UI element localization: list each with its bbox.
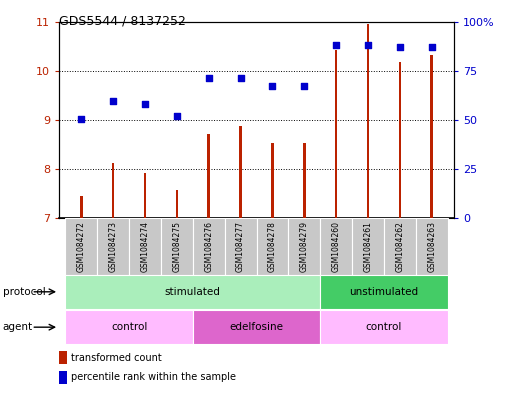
Text: GDS5544 / 8137252: GDS5544 / 8137252 <box>59 15 186 28</box>
Text: GSM1084261: GSM1084261 <box>364 221 372 272</box>
Bar <box>97 218 129 275</box>
Text: unstimulated: unstimulated <box>349 287 419 297</box>
Point <box>364 42 372 48</box>
Bar <box>65 218 97 275</box>
Bar <box>193 218 225 275</box>
Text: protocol: protocol <box>3 287 45 297</box>
Text: GSM1084272: GSM1084272 <box>77 221 86 272</box>
Text: GSM1084275: GSM1084275 <box>172 221 182 272</box>
Bar <box>161 218 193 275</box>
Bar <box>59 371 67 384</box>
Bar <box>352 218 384 275</box>
Bar <box>416 218 448 275</box>
Text: GSM1084276: GSM1084276 <box>204 221 213 272</box>
Text: GSM1084279: GSM1084279 <box>300 221 309 272</box>
Bar <box>112 163 114 218</box>
Point <box>428 44 436 50</box>
Point <box>141 101 149 107</box>
Bar <box>239 126 242 218</box>
Text: transformed count: transformed count <box>71 353 162 362</box>
Text: stimulated: stimulated <box>165 287 221 297</box>
Bar <box>271 143 274 218</box>
Bar <box>175 189 178 218</box>
Point <box>173 113 181 119</box>
Text: GSM1084263: GSM1084263 <box>427 221 436 272</box>
Bar <box>65 310 193 344</box>
Point <box>396 44 404 50</box>
Bar <box>367 24 369 218</box>
Bar <box>335 50 338 218</box>
Text: GSM1084262: GSM1084262 <box>396 221 404 272</box>
Bar <box>129 218 161 275</box>
Text: GSM1084274: GSM1084274 <box>141 221 149 272</box>
Bar <box>207 134 210 218</box>
Bar <box>225 218 256 275</box>
Bar <box>430 55 433 218</box>
Point <box>236 75 245 81</box>
Bar <box>65 275 320 309</box>
Text: GSM1084277: GSM1084277 <box>236 221 245 272</box>
Bar <box>303 143 306 218</box>
Text: GSM1084260: GSM1084260 <box>331 221 341 272</box>
Bar <box>320 275 448 309</box>
Point <box>77 116 85 122</box>
Bar <box>384 218 416 275</box>
Bar <box>256 218 288 275</box>
Bar <box>59 351 67 364</box>
Bar <box>320 310 448 344</box>
Point <box>332 42 340 48</box>
Text: agent: agent <box>3 322 33 332</box>
Text: GSM1084278: GSM1084278 <box>268 221 277 272</box>
Text: edelfosine: edelfosine <box>229 322 284 332</box>
Point <box>300 83 308 90</box>
Bar <box>320 218 352 275</box>
Text: control: control <box>111 322 147 332</box>
Bar <box>80 196 83 218</box>
Point <box>109 98 117 104</box>
Bar <box>288 218 320 275</box>
Text: percentile rank within the sample: percentile rank within the sample <box>71 373 236 382</box>
Bar <box>193 310 320 344</box>
Text: control: control <box>366 322 402 332</box>
Point <box>268 83 277 90</box>
Bar <box>144 173 146 218</box>
Bar <box>399 62 401 218</box>
Point <box>205 75 213 81</box>
Text: GSM1084273: GSM1084273 <box>109 221 117 272</box>
